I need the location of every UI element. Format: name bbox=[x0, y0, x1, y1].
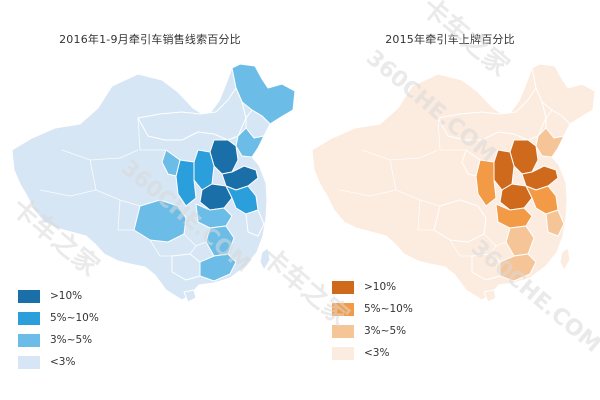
legend-label: 3%~5% bbox=[50, 334, 93, 346]
region-shaanxi bbox=[475, 159, 497, 207]
region-taiwan bbox=[259, 247, 271, 271]
legend-swatch bbox=[18, 311, 40, 325]
region-taiwan bbox=[559, 247, 571, 271]
region-shanxi bbox=[193, 149, 215, 191]
legend-swatch bbox=[18, 289, 40, 303]
right-china-map bbox=[311, 63, 596, 303]
region-henan bbox=[499, 183, 533, 211]
legend-item: >10% bbox=[332, 277, 413, 297]
region-heilongjiang bbox=[231, 63, 296, 125]
region-liaoning bbox=[235, 127, 265, 158]
region-inner-mongolia bbox=[137, 87, 247, 141]
legend-label: <3% bbox=[50, 356, 76, 368]
region-hubei bbox=[195, 203, 233, 229]
region-guangdong bbox=[499, 253, 537, 282]
region-ningxia bbox=[161, 149, 181, 177]
left-map-panel: 2016年1-9月牵引车销售线索百分比 bbox=[11, 33, 296, 374]
region-shanxi bbox=[493, 149, 515, 191]
left-map-title: 2016年1-9月牵引车销售线索百分比 bbox=[59, 33, 241, 46]
region-henan bbox=[199, 183, 233, 211]
legend-item: 5%~10% bbox=[18, 308, 99, 328]
legend-item: <3% bbox=[332, 343, 413, 363]
region-ningxia bbox=[461, 149, 481, 177]
region-hainan bbox=[483, 289, 497, 303]
region-liaoning bbox=[535, 127, 565, 158]
right-map-panel: 2015年牵引车上牌百分比 bbox=[300, 0, 600, 400]
legend-swatch bbox=[18, 333, 40, 347]
legend-label: 5%~10% bbox=[50, 312, 99, 324]
region-zhejiang bbox=[545, 209, 565, 237]
legend-label: 3%~5% bbox=[364, 325, 407, 337]
legend-swatch bbox=[332, 346, 354, 360]
legend-label: 5%~10% bbox=[364, 303, 413, 315]
left-china-map bbox=[11, 63, 296, 303]
region-heilongjiang bbox=[531, 63, 596, 125]
legend-swatch bbox=[332, 302, 354, 316]
legend-swatch bbox=[332, 324, 354, 338]
legend-item: 3%~5% bbox=[18, 330, 99, 350]
legend-label: <3% bbox=[364, 347, 390, 359]
region-inner-mongolia bbox=[437, 87, 547, 141]
province-borders bbox=[39, 117, 207, 257]
left-legend: >10% 5%~10% 3%~5% <3% bbox=[18, 286, 99, 374]
legend-item: 5%~10% bbox=[332, 299, 413, 319]
legend-item: >10% bbox=[18, 286, 99, 306]
region-guangdong bbox=[199, 253, 237, 282]
right-legend: >10% 5%~10% 3%~5% <3% bbox=[332, 277, 413, 365]
province-borders bbox=[339, 117, 507, 257]
legend-swatch bbox=[18, 355, 40, 369]
legend-item: <3% bbox=[18, 352, 99, 372]
legend-item: 3%~5% bbox=[332, 321, 413, 341]
region-shaanxi bbox=[175, 159, 197, 207]
region-hubei bbox=[495, 203, 533, 229]
legend-swatch bbox=[332, 280, 354, 294]
region-zhejiang bbox=[245, 209, 265, 237]
region-hainan bbox=[183, 289, 197, 303]
legend-label: >10% bbox=[364, 281, 397, 293]
legend-label: >10% bbox=[50, 290, 83, 302]
right-map-title: 2015年牵引车上牌百分比 bbox=[385, 33, 515, 46]
